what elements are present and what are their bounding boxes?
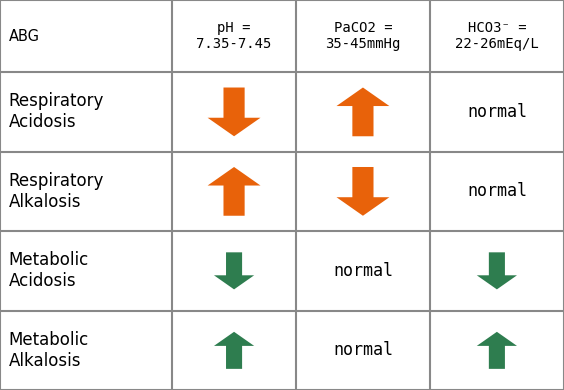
Text: Metabolic
Acidosis: Metabolic Acidosis <box>8 252 89 290</box>
Text: normal: normal <box>467 183 527 200</box>
FancyArrow shape <box>214 252 254 289</box>
Text: normal: normal <box>333 262 393 280</box>
FancyArrow shape <box>337 167 389 216</box>
Text: normal: normal <box>467 103 527 121</box>
Text: Respiratory
Alkalosis: Respiratory Alkalosis <box>8 172 104 211</box>
FancyArrow shape <box>214 332 254 369</box>
FancyArrow shape <box>477 332 517 369</box>
FancyArrow shape <box>208 87 261 136</box>
Text: Respiratory
Acidosis: Respiratory Acidosis <box>8 92 104 131</box>
Text: PaCO2 =
35-45mmHg: PaCO2 = 35-45mmHg <box>325 21 400 51</box>
Text: ABG: ABG <box>8 28 39 44</box>
FancyArrow shape <box>208 167 261 216</box>
FancyArrow shape <box>477 252 517 289</box>
Text: normal: normal <box>333 341 393 359</box>
FancyArrow shape <box>337 87 389 136</box>
Text: HCO3⁻ =
22-26mEq/L: HCO3⁻ = 22-26mEq/L <box>455 21 539 51</box>
Text: pH =
7.35-7.45: pH = 7.35-7.45 <box>196 21 272 51</box>
Text: Metabolic
Alkalosis: Metabolic Alkalosis <box>8 331 89 370</box>
